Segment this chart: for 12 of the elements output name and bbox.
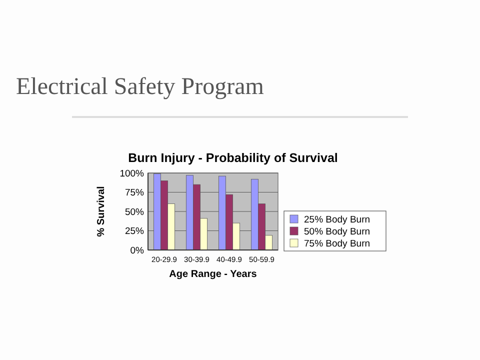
y-tick-label: 25%	[124, 226, 145, 238]
y-tick-label: 0%	[130, 245, 145, 256]
legend-label: 75% Body Burn	[304, 238, 370, 250]
x-axis-title: Age Range - Years	[169, 269, 258, 280]
legend-label: 25% Body Burn	[304, 214, 370, 226]
legend-label: 50% Body Burn	[304, 226, 370, 238]
y-axis-title: % Survival	[96, 186, 107, 237]
chart-title: Electrical Safety Program	[16, 74, 264, 100]
y-tick-label: 100%	[120, 168, 145, 180]
y-tick-label: 75%	[124, 188, 145, 199]
chart-subtitle: Burn Injury - Probability of Survival	[128, 151, 338, 165]
y-tick-label: 50%	[124, 206, 145, 218]
